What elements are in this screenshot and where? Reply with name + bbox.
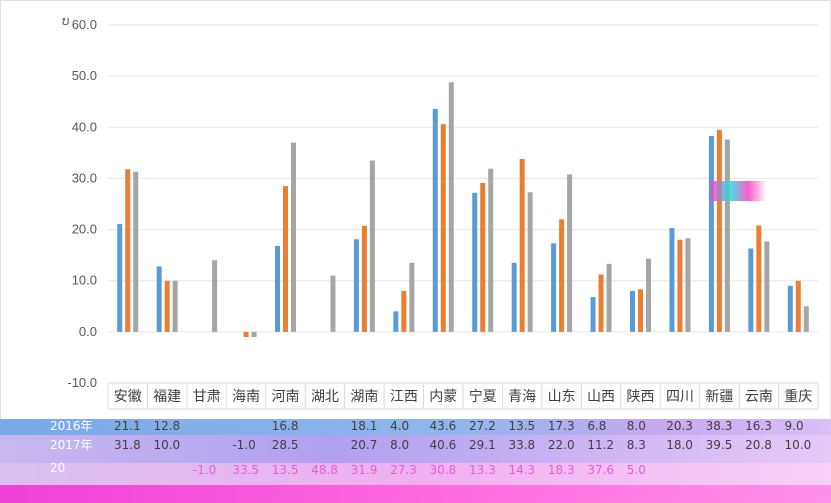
bar	[716, 129, 722, 332]
bar	[685, 238, 691, 332]
bar	[133, 171, 139, 332]
bar	[117, 223, 123, 332]
category-label: 山西	[587, 389, 615, 405]
y-tick-label: 10.0	[72, 273, 97, 288]
bar	[291, 142, 296, 332]
bar	[606, 263, 612, 332]
y-tick-label: 50.0	[72, 68, 97, 83]
bar	[630, 290, 635, 332]
category-label: 云南	[745, 389, 773, 405]
y-tick-label: 0.0	[79, 324, 97, 339]
bar	[361, 225, 367, 332]
bar	[511, 262, 517, 332]
bar	[401, 290, 407, 332]
bar	[243, 331, 249, 337]
bar	[480, 183, 486, 332]
bar	[708, 135, 714, 332]
category-label: 青海	[508, 389, 536, 405]
category-label: 河南	[272, 389, 300, 405]
bar	[590, 297, 596, 332]
bar	[409, 262, 415, 332]
bar	[795, 280, 801, 332]
category-label: 甘肃	[193, 389, 221, 405]
bar	[567, 174, 573, 332]
bar	[164, 280, 170, 332]
bar	[598, 274, 604, 332]
bar	[448, 82, 454, 332]
bar	[638, 289, 643, 332]
bar	[519, 158, 525, 332]
category-label: 陕西	[627, 389, 655, 405]
bar	[275, 245, 280, 332]
bar	[251, 331, 257, 337]
category-label: 新疆	[705, 389, 733, 405]
bar	[488, 168, 494, 332]
bar	[677, 239, 683, 332]
bar	[212, 260, 218, 332]
bar	[393, 311, 399, 332]
category-label: 宁夏	[469, 388, 497, 405]
bar	[369, 160, 375, 332]
bar	[764, 241, 770, 332]
category-label: 湖南	[350, 389, 378, 405]
category-label: 湖北	[311, 389, 339, 405]
y-axis-unit: ບ	[62, 14, 70, 28]
category-label: 海南	[232, 389, 260, 405]
bar	[787, 285, 793, 332]
category-label: 江西	[390, 389, 418, 405]
bar	[646, 258, 651, 332]
bar	[559, 219, 565, 332]
bar	[669, 228, 675, 332]
y-tick-label: 60.0	[72, 17, 97, 32]
rendering-glitch	[711, 181, 767, 201]
bar	[283, 186, 288, 332]
bar	[472, 192, 478, 332]
category-label: 重庆	[784, 389, 812, 405]
y-tick-label: -10.0	[67, 375, 97, 390]
bar	[172, 280, 178, 332]
category-label: 福建	[153, 389, 181, 405]
y-tick-label: 20.0	[72, 222, 97, 237]
bar	[748, 248, 754, 332]
bar	[440, 124, 446, 332]
bar	[803, 306, 809, 332]
bar	[330, 275, 336, 332]
y-tick-label: 40.0	[72, 119, 97, 134]
bar	[551, 243, 557, 332]
bar	[724, 139, 730, 332]
y-tick-label: 30.0	[72, 170, 97, 185]
bar	[527, 192, 533, 332]
category-label: 安徽	[114, 389, 142, 405]
bar	[756, 225, 762, 332]
bar	[432, 108, 438, 332]
category-label: 四川	[666, 389, 694, 405]
bar	[353, 239, 359, 332]
bar	[156, 266, 162, 332]
category-label: 山东	[548, 389, 576, 405]
bar	[125, 169, 131, 332]
category-label: 内蒙	[429, 389, 457, 405]
